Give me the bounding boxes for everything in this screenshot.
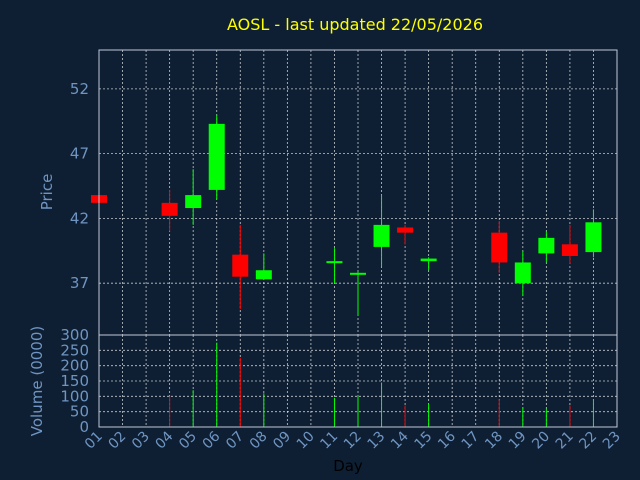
- price-tick-label: 37: [70, 274, 89, 292]
- volume-axis-label: Volume (0000): [28, 326, 46, 436]
- candle-body: [585, 222, 602, 253]
- price-tick-labels: 37 42 47 52: [70, 80, 89, 292]
- price-axis-label: Price: [38, 174, 56, 211]
- volume-tick-label: 50: [70, 403, 89, 421]
- candle-body: [373, 224, 390, 247]
- day-axis-label: Day: [333, 457, 363, 475]
- day-tick-labels: 01 02 03 04 05 06 07 08 09 10 11 12 13 14 15 16 17 18 19 20…: [82, 428, 624, 452]
- candles: [91, 114, 602, 316]
- candle-body: [397, 227, 414, 233]
- candle-body: [514, 262, 531, 284]
- candle-body: [350, 272, 366, 275]
- price-tick-label: 42: [70, 209, 89, 227]
- candle-body: [420, 258, 437, 262]
- candle-body: [185, 195, 202, 209]
- candle-body: [161, 202, 178, 216]
- candle-body: [538, 237, 555, 254]
- price-tick-label: 52: [70, 80, 89, 98]
- price-tick-label: 47: [70, 145, 89, 163]
- chart-title: AOSL - last updated 22/05/2026: [227, 15, 483, 34]
- volume-tick-label: 300: [60, 326, 89, 344]
- candle-body: [208, 123, 225, 190]
- candle-body: [255, 270, 272, 280]
- volume-tick-label: 0: [79, 418, 89, 436]
- volume-panel-frame: [98, 334, 618, 428]
- candle-body: [491, 232, 508, 263]
- volume-tick-label: 250: [60, 341, 89, 359]
- volume-bars: [169, 342, 594, 427]
- volume-tick-label: 150: [60, 372, 89, 390]
- volume-tick-label: 200: [60, 357, 89, 375]
- candle-body: [561, 244, 578, 256]
- candle-body: [326, 261, 343, 264]
- candle-body: [232, 254, 249, 277]
- volume-tick-label: 100: [60, 387, 89, 405]
